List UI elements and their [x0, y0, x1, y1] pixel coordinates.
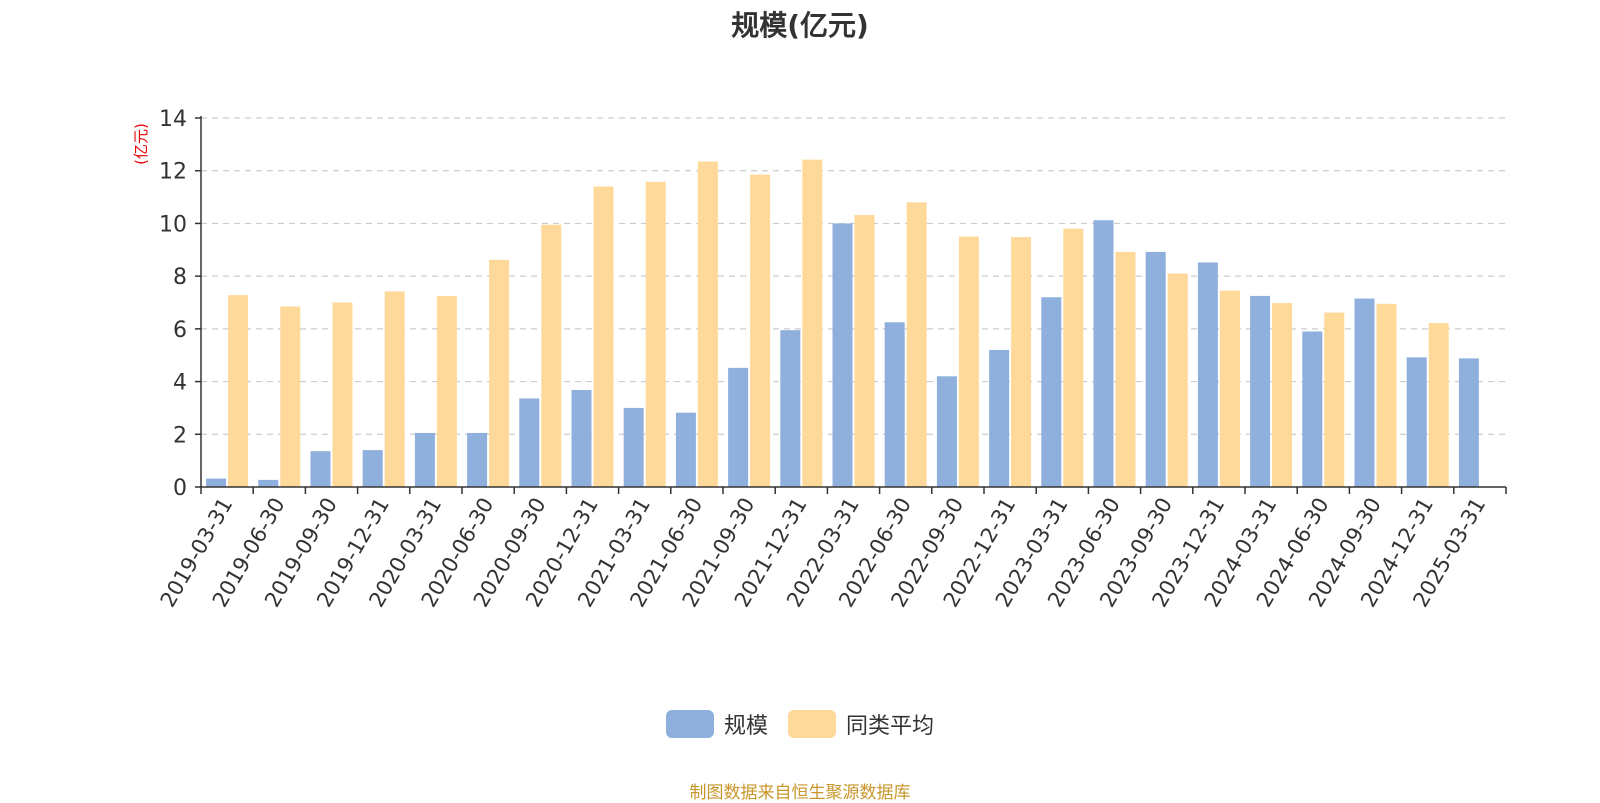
bar-series-1[interactable] — [310, 451, 331, 487]
legend-swatch-series-2 — [788, 710, 836, 738]
bar-series-1[interactable] — [1354, 298, 1375, 487]
legend-item-series-1[interactable]: 规模 — [665, 708, 768, 740]
bar-series-2[interactable] — [697, 161, 718, 487]
legend-label-series-2: 同类平均 — [846, 714, 935, 739]
bar-series-2[interactable] — [228, 295, 249, 487]
bar-series-1[interactable] — [623, 407, 644, 487]
legend-swatch-series-1 — [665, 710, 714, 738]
bar-series-1[interactable] — [1041, 297, 1062, 487]
bar-series-1[interactable] — [832, 223, 853, 487]
y-tick-label: 4 — [173, 371, 187, 396]
bar-series-2[interactable] — [593, 186, 614, 487]
y-tick-label: 2 — [173, 423, 187, 448]
bar-series-2[interactable] — [332, 302, 353, 488]
bar-series-1[interactable] — [1197, 262, 1218, 487]
bar-series-2[interactable] — [854, 214, 875, 487]
bar-series-2[interactable] — [1063, 228, 1084, 487]
y-tick-label: 10 — [159, 212, 187, 237]
bar-series-1[interactable] — [884, 322, 905, 487]
chart-title: 规模(亿元) — [731, 9, 869, 42]
bar-series-1[interactable] — [936, 376, 957, 487]
bar-series-1[interactable] — [571, 390, 592, 487]
bar-series-2[interactable] — [1376, 303, 1397, 487]
legend: 规模 同类平均 — [0, 708, 1600, 740]
bar-series-2[interactable] — [541, 224, 562, 487]
y-tick-label: 12 — [159, 160, 187, 185]
bar-series-1[interactable] — [1145, 251, 1166, 487]
bar-series-1[interactable] — [362, 450, 383, 487]
bar-series-1[interactable] — [206, 478, 227, 487]
y-tick-label: 8 — [173, 265, 187, 290]
bar-series-2[interactable] — [906, 202, 927, 488]
legend-item-series-2[interactable]: 同类平均 — [788, 708, 934, 740]
y-axis-label: (亿元) — [132, 123, 150, 165]
bar-series-2[interactable] — [1011, 237, 1032, 487]
y-tick-label: 0 — [173, 476, 187, 501]
bar-series-2[interactable] — [1324, 312, 1345, 487]
bar-series-2[interactable] — [1115, 251, 1136, 487]
bar-series-2[interactable] — [436, 295, 457, 487]
bar-series-2[interactable] — [489, 259, 510, 487]
bar-series-1[interactable] — [728, 367, 749, 487]
bar-series-1[interactable] — [675, 412, 696, 487]
bar-series-2[interactable] — [1167, 273, 1188, 487]
bar-series-2[interactable] — [645, 181, 666, 487]
bar-series-1[interactable] — [1093, 220, 1114, 487]
bar-series-2[interactable] — [750, 174, 771, 488]
bar-series-1[interactable] — [467, 432, 488, 487]
grid-lines — [201, 117, 1506, 435]
bar-series-1[interactable] — [1250, 295, 1271, 487]
y-tick-label: 6 — [173, 318, 187, 343]
bar-series-1[interactable] — [780, 330, 801, 487]
source-note: 制图数据来自恒生聚源数据库 — [689, 783, 911, 803]
bar-series-1[interactable] — [414, 432, 435, 487]
bar-series-2[interactable] — [1428, 323, 1449, 487]
bar-series-2[interactable] — [384, 291, 405, 487]
bar-series-1[interactable] — [1458, 358, 1479, 487]
bars — [206, 159, 1479, 488]
bar-series-2[interactable] — [958, 236, 979, 487]
legend-label-series-1: 规模 — [723, 714, 768, 739]
bar-series-2[interactable] — [280, 306, 301, 487]
bar-series-2[interactable] — [1219, 290, 1240, 487]
bar-series-1[interactable] — [1406, 357, 1427, 487]
bar-series-1[interactable] — [258, 479, 279, 487]
bar-series-1[interactable] — [989, 349, 1010, 487]
y-tick-label: 14 — [159, 107, 187, 132]
bar-series-2[interactable] — [802, 159, 823, 487]
bar-series-1[interactable] — [519, 398, 540, 487]
bar-series-2[interactable] — [1272, 303, 1293, 487]
bar-series-1[interactable] — [1302, 331, 1323, 487]
